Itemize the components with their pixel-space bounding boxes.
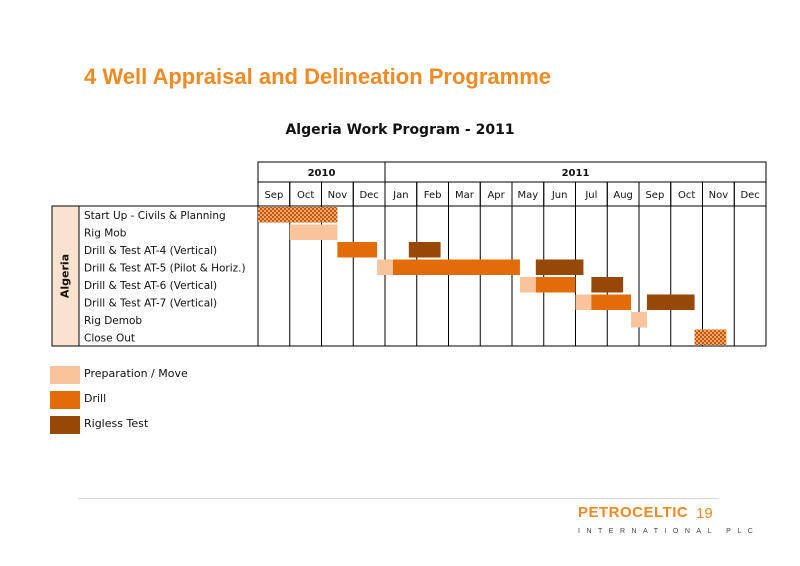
legend-label: Rigless Test <box>84 417 149 430</box>
task-label: Rig Mob <box>84 227 127 239</box>
month-label: Nov <box>709 190 729 201</box>
month-label: Apr <box>487 190 505 201</box>
month-label: Aug <box>613 190 633 201</box>
gantt-bar-drill <box>392 259 520 275</box>
logo-wordmark: PETROCELTIC <box>578 504 689 521</box>
task-label: Drill & Test AT-5 (Pilot & Horiz.) <box>84 262 246 274</box>
gantt-bar-hatched <box>258 207 338 223</box>
task-label: Drill & Test AT-6 (Vertical) <box>84 280 217 292</box>
month-label: Oct <box>678 190 695 201</box>
legend-label: Preparation / Move <box>84 367 188 380</box>
month-label: Sep <box>264 190 283 201</box>
gantt-bar-drill <box>535 277 576 293</box>
page-number: 19 <box>696 505 713 522</box>
gantt-bar-preparation <box>377 259 393 275</box>
month-label: Dec <box>740 190 759 201</box>
gantt-bar-rigless-test <box>535 259 584 275</box>
month-label: Jun <box>551 190 568 201</box>
legend-swatch <box>50 416 80 434</box>
gantt-bar-preparation <box>575 294 592 310</box>
month-label: Feb <box>424 190 442 201</box>
petroceltic-logo: PETROCELTIC INTERNATIONAL PLC <box>578 504 753 540</box>
month-label: Jan <box>392 190 408 201</box>
gantt-bar-preparation <box>289 224 338 240</box>
task-label: Drill & Test AT-7 (Vertical) <box>84 297 217 309</box>
legend-label: Drill <box>84 392 107 405</box>
footer-divider <box>78 498 718 499</box>
month-label: Jul <box>584 190 597 201</box>
legend-swatch <box>50 366 80 384</box>
chart-labels: 2010 2011 Sep Oct Nov Dec Jan Feb Mar Apr May Jun Ju… <box>59 168 760 344</box>
month-label: Oct <box>297 190 314 201</box>
gantt-bar-drill <box>337 242 378 258</box>
task-label: Close Out <box>84 332 135 344</box>
year-label: 2010 <box>308 168 336 179</box>
month-label: Mar <box>455 190 475 201</box>
gantt-bar-preparation <box>631 312 647 328</box>
chart-bars <box>258 207 727 345</box>
chart-title: Algeria Work Program - 2011 <box>285 122 515 138</box>
slide-title: 4 Well Appraisal and Delineation Program… <box>84 64 552 89</box>
gantt-bar-hatched <box>694 329 727 345</box>
group-label: Algeria <box>59 254 72 298</box>
task-label: Rig Demob <box>84 315 142 327</box>
gantt-bar-rigless-test <box>591 277 624 293</box>
task-label: Drill & Test AT-4 (Vertical) <box>84 245 217 257</box>
month-label: Nov <box>328 190 348 201</box>
month-label: May <box>518 190 539 201</box>
gantt-bar-drill <box>591 294 632 310</box>
year-label: 2011 <box>562 168 590 179</box>
gantt-bar-preparation <box>519 277 536 293</box>
logo-subtitle: INTERNATIONAL PLC <box>578 528 760 535</box>
group-cell <box>51 205 80 347</box>
legend-swatch <box>50 391 80 409</box>
gantt-bar-rigless-test <box>408 242 441 258</box>
chart-grid <box>51 161 767 347</box>
gantt-bar-rigless-test <box>646 294 695 310</box>
month-label: Dec <box>359 190 378 201</box>
month-header-cell <box>733 181 767 207</box>
task-label: Start Up - Civils & Planning <box>84 210 226 222</box>
month-label: Sep <box>645 190 664 201</box>
